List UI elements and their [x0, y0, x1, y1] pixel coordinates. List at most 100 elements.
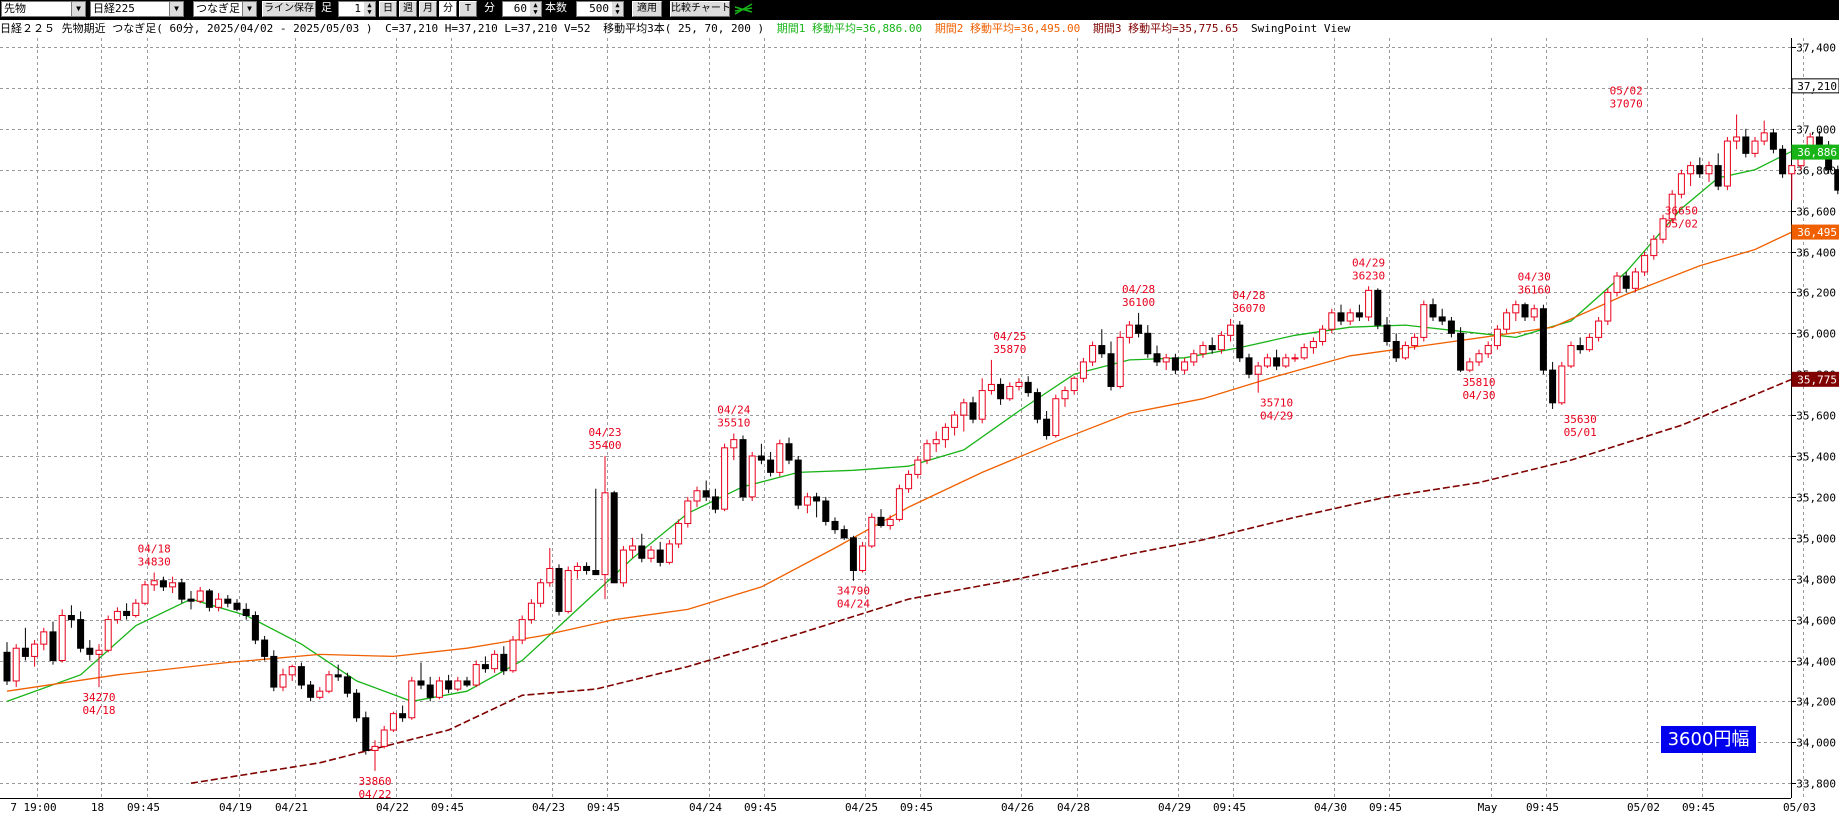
- candle-body-up: [279, 674, 287, 688]
- candle-body-up: [1677, 173, 1685, 195]
- y-tick-label: 36,200: [1796, 287, 1836, 300]
- candle-body-up: [1484, 345, 1492, 355]
- minute-value: 60: [513, 2, 527, 15]
- candle-body-up: [288, 666, 296, 676]
- ma-settings: 移動平均3本( 25, 70, 200 ): [603, 22, 765, 35]
- candle-body-up: [932, 439, 940, 445]
- y-tick-label: 35,400: [1796, 451, 1836, 464]
- candle-body-up: [1760, 132, 1768, 142]
- period-button-day[interactable]: 日: [379, 1, 397, 17]
- period-button-minute[interactable]: 分: [439, 1, 457, 17]
- x-tick-label: 05/03: [1783, 801, 1816, 814]
- candle-body-up: [40, 631, 48, 645]
- swing-date: 04/29: [1260, 410, 1293, 423]
- candle-body-down: [1438, 316, 1446, 322]
- x-tick-label: 04/30: [1314, 801, 1347, 814]
- candle-body-up: [859, 545, 867, 572]
- price-tag-value: 35,775: [1797, 373, 1837, 386]
- swing-value: 35510: [717, 417, 750, 430]
- save-line-button[interactable]: ライン保存: [262, 1, 316, 17]
- candle-body-down: [1457, 332, 1465, 371]
- price-tag-box: [1791, 224, 1839, 240]
- candle-body-down: [1153, 353, 1161, 363]
- chart-mode-select[interactable]: つなぎ足 ▼: [193, 1, 257, 17]
- y-tick-label: 34,000: [1796, 737, 1836, 750]
- candle-body-down: [702, 490, 710, 498]
- candle-body-down: [767, 459, 775, 473]
- candle-body-down: [500, 653, 508, 672]
- y-tick-label: 37,000: [1796, 124, 1836, 137]
- swing-date: 04/28: [1232, 289, 1265, 302]
- candle-body-down: [242, 608, 250, 617]
- candle-body-up: [619, 549, 627, 584]
- period-button-tick[interactable]: T: [459, 1, 477, 17]
- x-tick-label: 04/22: [376, 801, 409, 814]
- apply-button[interactable]: 適用: [632, 1, 662, 17]
- compare-chart-button[interactable]: 比較チャート: [670, 1, 730, 17]
- candle-body-down: [1033, 392, 1041, 420]
- swing-value: 35870: [993, 343, 1026, 356]
- candle-body-up: [1254, 365, 1262, 375]
- candle-body-down: [711, 496, 719, 510]
- price-tag-value: 37,210: [1797, 80, 1837, 93]
- candle-body-down: [270, 655, 278, 688]
- candle-body-up: [1806, 136, 1814, 154]
- candle-body-down: [417, 680, 425, 686]
- candle-body-down: [739, 439, 747, 498]
- swing-date: 04/23: [588, 426, 621, 439]
- candle-body-down: [757, 455, 765, 461]
- chart-lines-icon[interactable]: [734, 2, 754, 18]
- candle-body-up: [1595, 320, 1603, 338]
- price-tags: 37,210 36,886 36,495 35,775: [1791, 78, 1839, 387]
- swing-date: 05/02: [1665, 217, 1698, 230]
- chevron-down-icon[interactable]: ▼: [169, 2, 183, 16]
- minute-spinner[interactable]: 60 ▲ ▼: [502, 1, 542, 17]
- y-tick-label: 34,400: [1796, 656, 1836, 669]
- candle-body-down: [1024, 381, 1032, 394]
- spinner-arrows-icon[interactable]: ▲ ▼: [364, 2, 375, 16]
- candle-body-down: [1696, 165, 1704, 175]
- candle-body-down: [1622, 275, 1630, 289]
- candle-body-down: [187, 598, 195, 602]
- spinner-arrows-icon[interactable]: ▲ ▼: [612, 2, 623, 16]
- candle-body-up: [1558, 365, 1566, 404]
- candles: [3, 114, 1839, 771]
- candle-body-up: [95, 649, 103, 655]
- price-tag-box: [1791, 371, 1839, 387]
- chevron-down-icon[interactable]: ▼: [242, 2, 256, 16]
- candle-body-down: [123, 610, 131, 617]
- candle-body-up: [1070, 377, 1078, 392]
- period-button-month[interactable]: 月: [419, 1, 437, 17]
- x-tick-label: 04/26: [1001, 801, 1034, 814]
- spinner-arrows-icon[interactable]: ▲ ▼: [530, 2, 541, 16]
- candle-body-down: [334, 674, 342, 678]
- candle-body-up: [1365, 289, 1373, 318]
- swing-date: 04/18: [138, 543, 171, 556]
- chevron-down-icon[interactable]: ▼: [71, 2, 85, 16]
- market-select[interactable]: 先物 ▼: [1, 1, 86, 17]
- candle-body-down: [1834, 169, 1839, 191]
- candle-body-down: [261, 639, 269, 657]
- candle-body-down: [426, 684, 434, 698]
- candle-body-down: [1576, 345, 1584, 351]
- ashi-value: 1: [354, 2, 361, 15]
- price-axis-border: [1791, 38, 1792, 798]
- candle-body-up: [1190, 353, 1198, 363]
- period-button-week[interactable]: 週: [399, 1, 417, 17]
- index-select[interactable]: 日経225 ▼: [90, 1, 184, 17]
- x-tick-label: 7 19:00: [10, 801, 56, 814]
- x-tick-label: 18: [91, 801, 104, 814]
- candle-body-down: [1144, 332, 1152, 355]
- ashi-spinner[interactable]: 1 ▲ ▼: [338, 1, 376, 17]
- bars-spinner[interactable]: 500 ▲ ▼: [576, 1, 624, 17]
- candle-body-down: [399, 713, 407, 719]
- candle-body-up: [1282, 357, 1290, 367]
- candle-body-up: [408, 680, 416, 719]
- candle-body-up: [215, 598, 223, 608]
- swing-value: 35810: [1462, 376, 1495, 389]
- candle-body-up: [169, 582, 177, 588]
- candle-body-down: [362, 717, 370, 751]
- candle-body-up: [1162, 357, 1170, 363]
- swing-date: 04/29: [1352, 256, 1385, 269]
- candle-body-down: [1714, 165, 1722, 187]
